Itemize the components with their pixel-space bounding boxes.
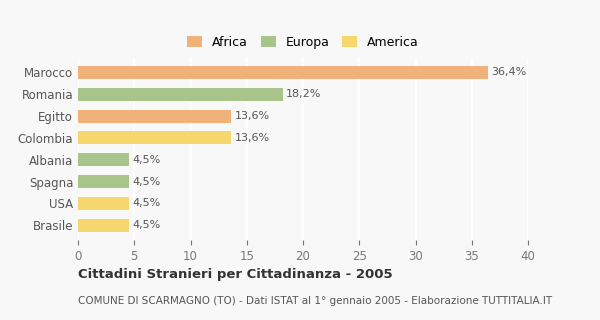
Bar bbox=[78, 219, 128, 232]
Bar bbox=[78, 197, 128, 210]
Bar bbox=[78, 88, 283, 101]
Text: 18,2%: 18,2% bbox=[286, 89, 322, 99]
Legend: Africa, Europa, America: Africa, Europa, America bbox=[182, 31, 424, 54]
Text: 4,5%: 4,5% bbox=[132, 220, 160, 230]
Text: 4,5%: 4,5% bbox=[132, 155, 160, 165]
Bar bbox=[78, 66, 487, 79]
Text: 4,5%: 4,5% bbox=[132, 177, 160, 187]
Text: 36,4%: 36,4% bbox=[491, 68, 526, 77]
Text: 13,6%: 13,6% bbox=[235, 111, 269, 121]
Text: 4,5%: 4,5% bbox=[132, 198, 160, 208]
Text: COMUNE DI SCARMAGNO (TO) - Dati ISTAT al 1° gennaio 2005 - Elaborazione TUTTITAL: COMUNE DI SCARMAGNO (TO) - Dati ISTAT al… bbox=[78, 296, 552, 306]
Text: Cittadini Stranieri per Cittadinanza - 2005: Cittadini Stranieri per Cittadinanza - 2… bbox=[78, 268, 392, 281]
Bar bbox=[78, 153, 128, 166]
Bar bbox=[78, 175, 128, 188]
Bar bbox=[78, 109, 231, 123]
Text: 13,6%: 13,6% bbox=[235, 133, 269, 143]
Bar bbox=[78, 131, 231, 144]
